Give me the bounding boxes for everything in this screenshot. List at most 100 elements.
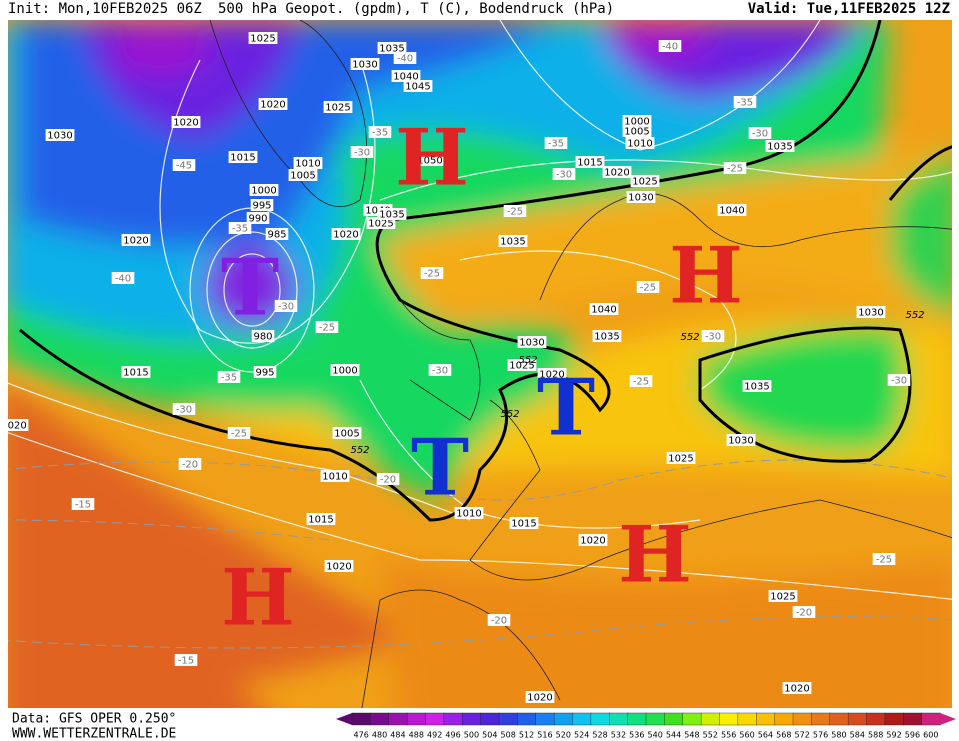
isobar-label: 1030	[858, 308, 883, 319]
website: WWW.WETTERZENTRALE.DE	[12, 727, 176, 741]
isobar-label-box	[622, 115, 652, 127]
pressure-center: T	[411, 423, 469, 514]
isobar-label-box	[768, 590, 798, 602]
isobar-label-box	[575, 156, 605, 168]
colorbar-label: 524	[574, 731, 589, 740]
temperature-label-box	[393, 52, 417, 64]
temperature-label: -15	[75, 500, 91, 511]
colorbar-label: 516	[537, 731, 552, 740]
temperature-label-box	[723, 162, 747, 174]
isobar-label-box	[717, 204, 747, 216]
isobar-label: 1000	[251, 186, 276, 197]
colorbar-swatch	[443, 712, 463, 726]
contour-label: 552	[680, 332, 699, 343]
temperature-label: -25	[231, 429, 247, 440]
colorbar-swatch	[903, 712, 923, 726]
colorbar-swatch	[682, 712, 702, 726]
colorbar-swatch	[498, 712, 519, 726]
temperature-label-box	[552, 168, 576, 180]
colorbar-swatch	[645, 712, 666, 726]
colorbar-swatch	[609, 712, 629, 726]
colorbar: 476 480 484 488 492 496 500 504 508 512 516 520 524 5…	[336, 712, 956, 740]
isobar-label: 1020	[333, 230, 358, 241]
temperature-label-box	[887, 374, 911, 386]
isobar-label: 1015	[308, 515, 333, 526]
isobar-label-box	[258, 98, 288, 110]
isobar-label-box	[350, 58, 380, 70]
isobar-label: 1005	[624, 127, 649, 138]
isobar-label: 1020	[527, 693, 552, 704]
colorbar-label: 548	[684, 731, 699, 740]
isobar-label: 1020	[604, 168, 629, 179]
pressure-center: H	[618, 510, 692, 601]
isobar-label: 1025	[770, 592, 795, 603]
valid-time: Valid: Tue,11FEB2025 12Z	[748, 1, 950, 17]
isobar-label-box	[622, 125, 652, 137]
isobar-label: 1035	[744, 382, 769, 393]
isobar-label-box	[248, 32, 278, 44]
colorbar-label: 540	[648, 731, 663, 740]
temperature-label-box	[368, 126, 392, 138]
isobar-label: 990	[248, 214, 267, 225]
isobar-label-box	[332, 427, 362, 439]
contour-label: 552	[518, 355, 537, 366]
colorbar-label: 588	[868, 731, 883, 740]
colorbar-swatch	[517, 712, 537, 726]
colorbar-label: 520	[556, 731, 571, 740]
isobar-label-box	[121, 366, 151, 378]
isobar-label-box	[630, 175, 660, 187]
pressure-center: H	[669, 231, 743, 322]
isobar-label-box	[666, 452, 696, 464]
temperature-label: -25	[727, 164, 743, 175]
temperature-label: -30	[891, 376, 907, 387]
colorbar-label: 532	[611, 731, 626, 740]
isobar-label: 1040	[393, 72, 418, 83]
isobar-label-box	[121, 234, 151, 246]
isobar-label: 985	[267, 230, 286, 241]
isobar-label: 1010	[295, 159, 320, 170]
colorbar-label: 576	[813, 731, 828, 740]
isobar-label-box	[324, 560, 354, 572]
temperature-label-box	[658, 40, 682, 52]
isobar-label-box	[589, 303, 619, 315]
temperature-label: -20	[491, 616, 507, 627]
isobar-label: 1035	[379, 210, 404, 221]
isobar-label-box	[578, 534, 608, 546]
colorbar-label: 584	[850, 731, 865, 740]
isobar-label-box	[498, 235, 528, 247]
colorbar-swatch	[627, 712, 647, 726]
colorbar-swatch	[370, 712, 390, 726]
isobar-label: 1005	[290, 171, 315, 182]
colorbar-arrow-left	[336, 719, 352, 725]
isobar-label-box	[602, 166, 632, 178]
isobar-label-box	[288, 169, 318, 181]
isobar-label-box	[331, 228, 361, 240]
isobar-label-box	[306, 513, 336, 525]
data-source: Data: GFS OPER 0.250°	[12, 712, 176, 727]
temperature-label: -35	[232, 224, 248, 235]
isobar-label: 1015	[230, 153, 255, 164]
isobar-label: 1020	[580, 536, 605, 547]
isobar-label: 1035	[767, 142, 792, 153]
isobar-label: 1010	[627, 139, 652, 150]
isobar-label: 1010	[456, 509, 481, 520]
temperature-label: -40	[115, 274, 131, 285]
temperature-label-box	[178, 458, 202, 470]
isobar-label: 1020	[539, 370, 564, 381]
colorbar-swatch	[719, 712, 739, 726]
temperature-label-box	[174, 654, 198, 666]
colorbar-swatch	[425, 712, 445, 726]
colorbar-swatch	[792, 712, 813, 726]
isobar-label: 1000	[624, 117, 649, 128]
temperature-label: -20	[380, 475, 396, 486]
isobar-label: 980	[253, 332, 272, 343]
contour-label: 552	[350, 445, 369, 456]
colorbar-swatch	[700, 712, 721, 726]
temperature-label: -35	[548, 139, 564, 150]
temperature-label: -35	[372, 128, 388, 139]
isobar-label-box	[454, 507, 484, 519]
colorbar-swatch	[921, 712, 941, 726]
temperature-label: -35	[737, 98, 753, 109]
temperature-label: -30	[176, 405, 192, 416]
isobar-label-box	[251, 330, 275, 342]
